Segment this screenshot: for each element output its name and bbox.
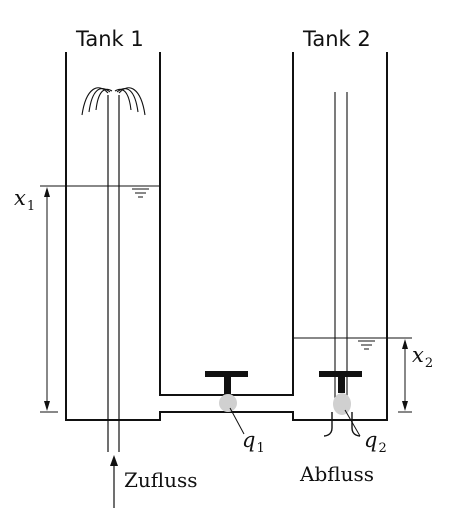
valve-q2-leader <box>344 409 361 437</box>
valve-q1-stem <box>224 371 231 394</box>
fountain-spray <box>81 87 146 116</box>
q2-label-sub: 2 <box>378 441 387 456</box>
tank1-title: Tank 1 <box>76 27 144 51</box>
tank2-title: Tank 2 <box>303 27 371 51</box>
x2-label-base: x <box>412 343 424 367</box>
valve-q1-leader <box>229 407 245 435</box>
x1-label-base: x <box>14 186 26 210</box>
x1-label: x1 <box>14 186 35 214</box>
q1-label-base: q <box>242 428 256 452</box>
inflow-pipe <box>107 95 120 452</box>
tank1-walls <box>65 52 388 421</box>
x2-label: x2 <box>412 343 433 371</box>
connecting-channel-inner <box>159 52 294 396</box>
outlet-pipe-left <box>323 412 333 437</box>
x2-label-sub: 2 <box>424 356 434 371</box>
inflow-label: Zufluss <box>124 468 198 492</box>
tank2-rod <box>334 92 348 398</box>
outflow-label: Abfluss <box>300 462 374 486</box>
q1-label-sub: 1 <box>256 441 265 456</box>
x2-dimension <box>398 339 412 413</box>
valve-q2-stem <box>338 371 345 393</box>
valve-q2-ball <box>333 393 351 415</box>
x1-dimension <box>40 187 58 413</box>
x1-label-sub: 1 <box>26 199 36 214</box>
q1-label: q1 <box>242 428 265 456</box>
inflow-arrow <box>110 455 118 508</box>
valve-q1-ball <box>219 394 237 412</box>
q2-label-base: q <box>364 428 378 452</box>
valve-q1 <box>205 371 248 435</box>
tank2-water-level <box>293 337 412 350</box>
valve-q2 <box>319 371 362 437</box>
tank1-outline <box>65 52 388 421</box>
q2-label: q2 <box>364 428 387 456</box>
tank1-water-level <box>40 185 160 198</box>
